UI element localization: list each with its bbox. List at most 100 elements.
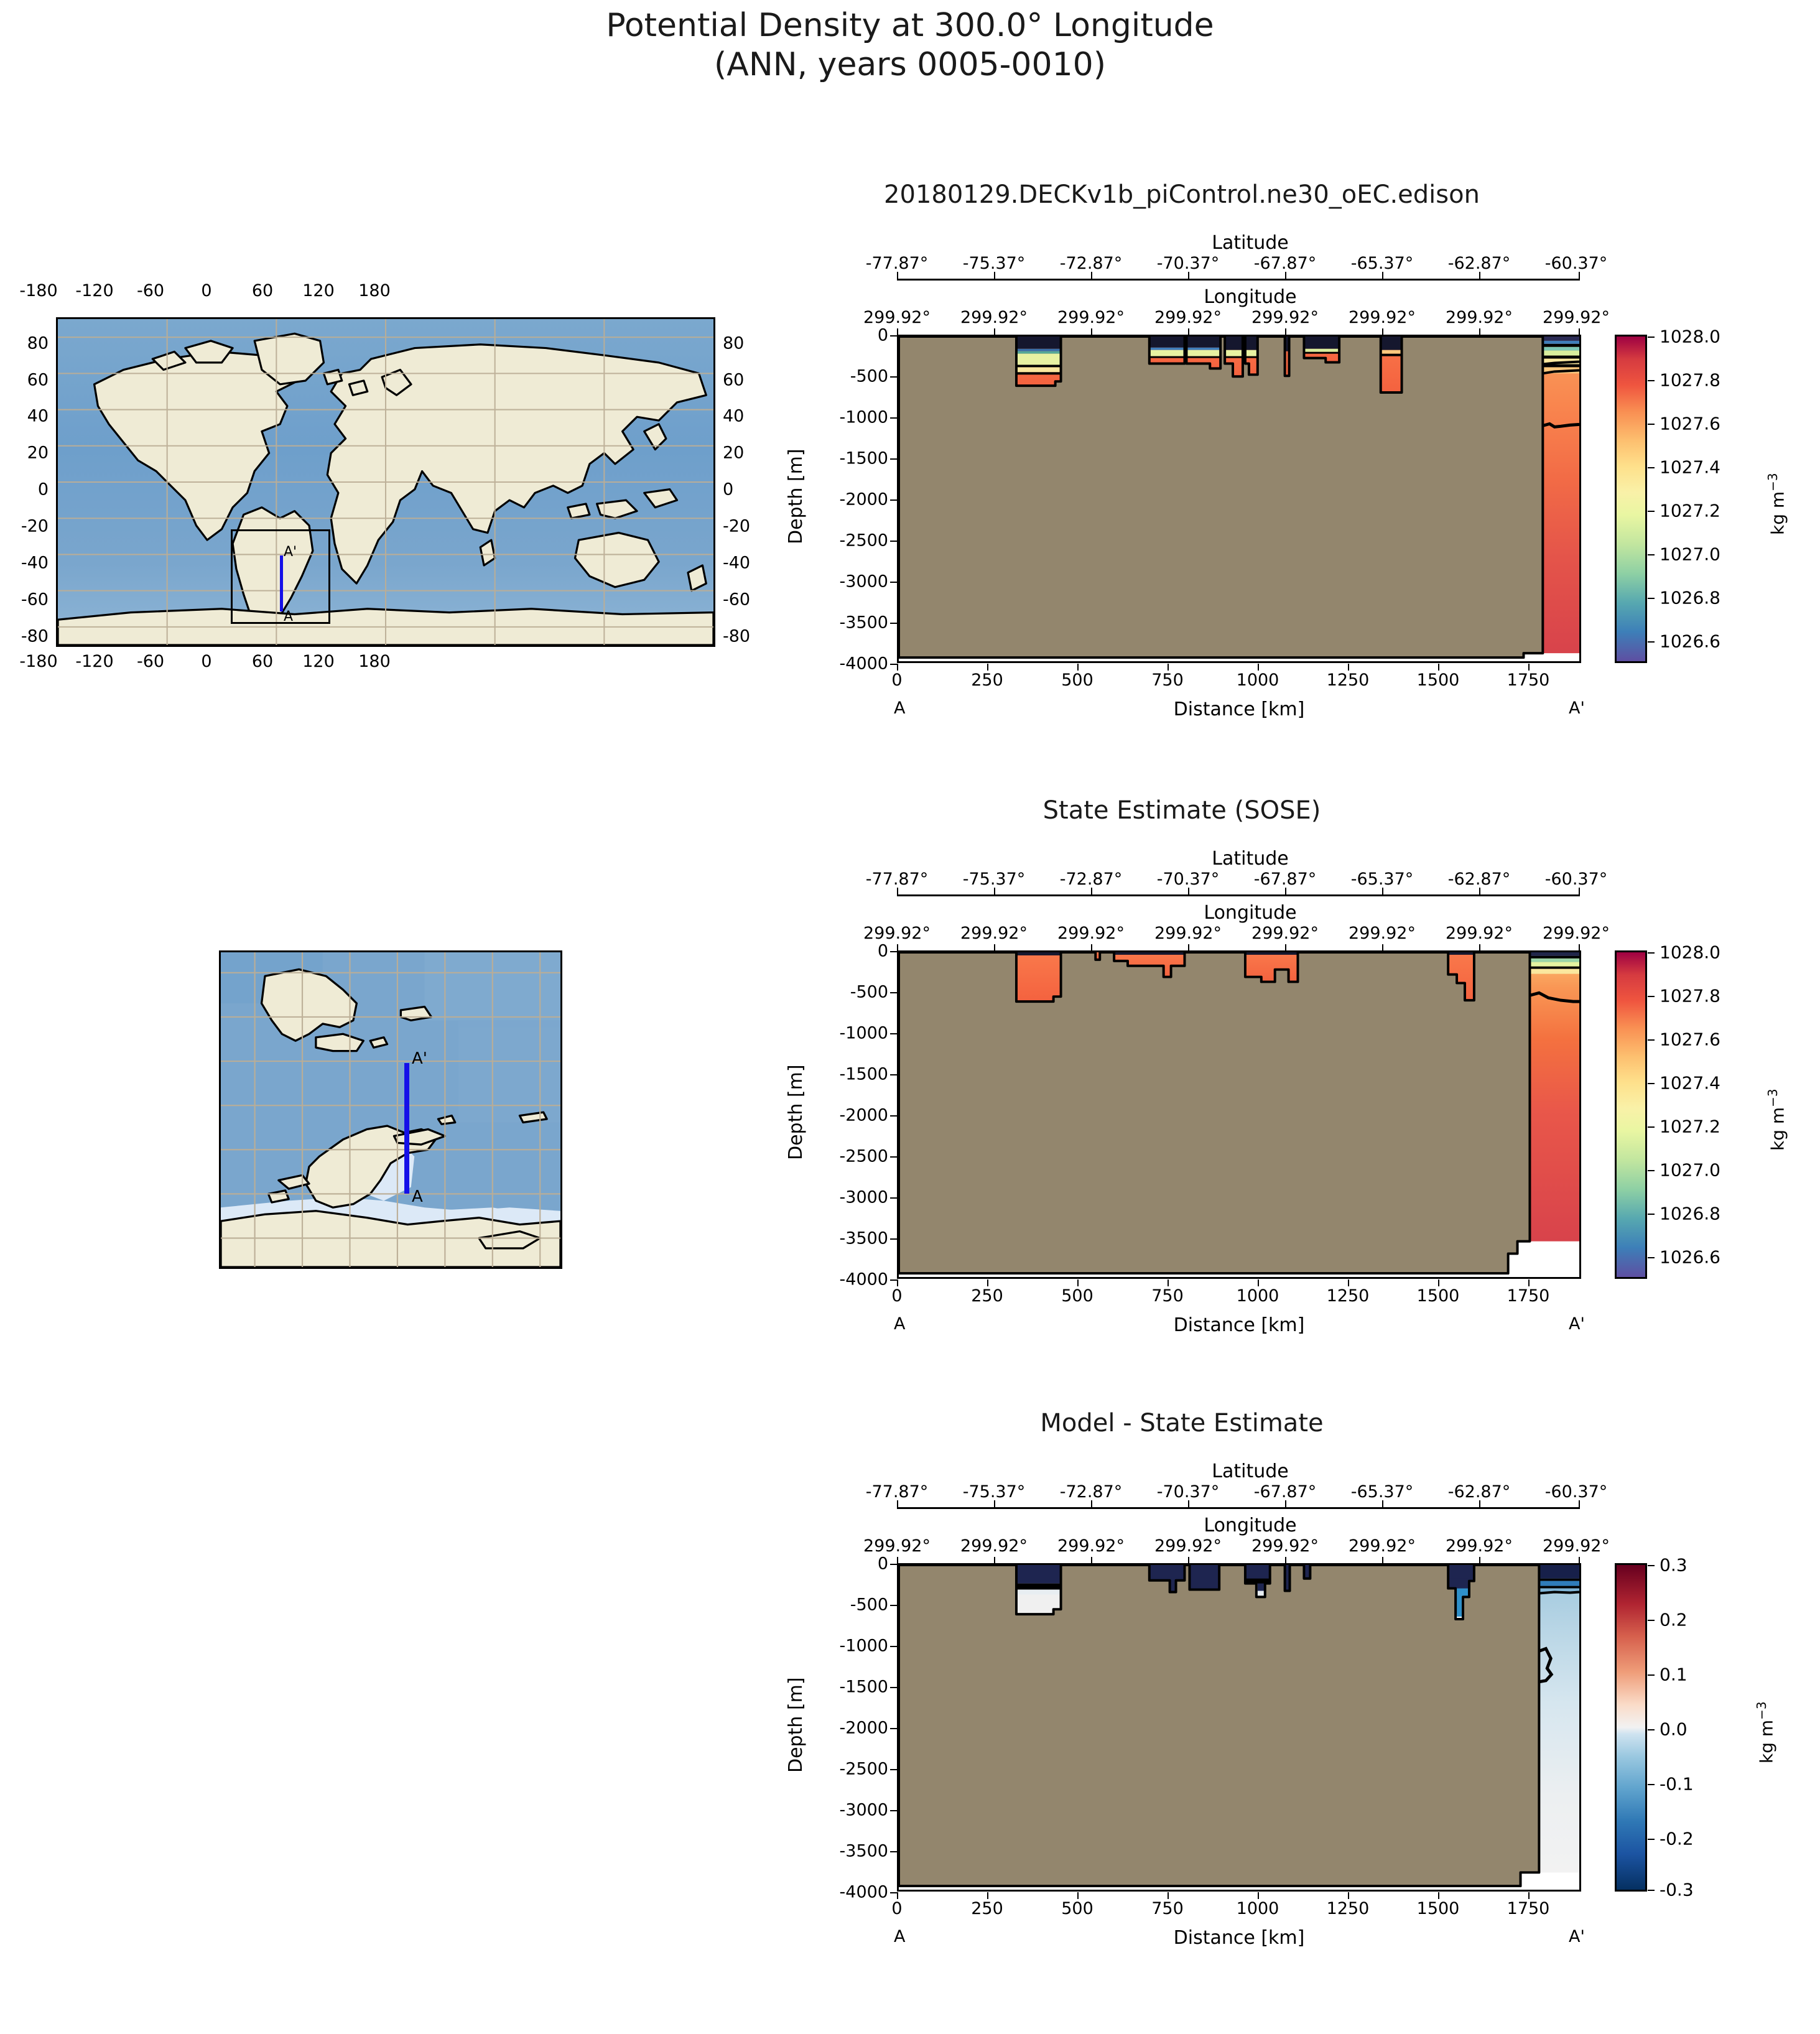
- ytick: -4000: [839, 1882, 888, 1902]
- xtick: 1250: [1326, 1286, 1370, 1306]
- latitude-ticks: -77.87° -75.37° -72.87° -70.37° -67.87° …: [809, 254, 1820, 275]
- lon-tick: 299.92°: [1349, 1536, 1416, 1556]
- ytick: -1500: [839, 1064, 888, 1084]
- lon-tick: 299.92°: [1543, 924, 1610, 943]
- cb-tick: 1027.2: [1660, 1116, 1720, 1137]
- lon-tick: 299.92°: [1349, 924, 1416, 943]
- diff-distance-ticks: 0 250 500 750 1000 1250 1500 1750: [809, 1899, 1820, 1920]
- lat-tick: -77.87°: [865, 1482, 929, 1502]
- panel-model-title: 20180129.DECKv1b_piControl.ne30_oEC.edis…: [884, 180, 1480, 209]
- difference-colorbar[interactable]: [1615, 1563, 1647, 1892]
- panel-model: 20180129.DECKv1b_piControl.ne30_oEC.edis…: [785, 180, 1820, 728]
- ytick: -1500: [839, 448, 888, 468]
- cb-tick: 1027.0: [1660, 1159, 1720, 1181]
- regional-map-svg: [221, 952, 560, 1267]
- regional-transect-start-label: A: [412, 1187, 423, 1206]
- sose-colorbar-unit: kg m−3: [1765, 1089, 1788, 1151]
- difference-bathymetry-mask: [899, 1565, 1541, 1888]
- model-bathymetry-mask: [899, 337, 1544, 659]
- panel-sose-title: State Estimate (SOSE): [1042, 796, 1321, 825]
- lat-tick: -62.87°: [1447, 1482, 1511, 1502]
- lat-tick: -62.87°: [1447, 870, 1511, 889]
- cb-tick: 1028.0: [1660, 942, 1720, 963]
- ytick: 20: [27, 443, 49, 463]
- model-section-plot[interactable]: [897, 335, 1581, 663]
- lon-tick: 299.92°: [863, 308, 931, 327]
- xtick: 750: [1151, 1899, 1184, 1918]
- cb-tick: 1027.8: [1660, 369, 1720, 391]
- xtick: 1500: [1416, 1286, 1460, 1306]
- lon-tick: 299.92°: [1057, 1536, 1125, 1556]
- xtick: 1000: [1236, 671, 1279, 690]
- ytick: -2000: [839, 490, 888, 509]
- ytick: 40: [27, 406, 49, 426]
- xtick: 0: [891, 671, 903, 690]
- model-section-svg: [899, 337, 1579, 661]
- ytick: 20: [723, 443, 745, 463]
- regional-map-canvas[interactable]: A' A: [219, 950, 562, 1269]
- lat-tick: -75.37°: [962, 1482, 1026, 1502]
- model-colorbar-unit: kg m−3: [1765, 473, 1788, 535]
- ytick: -2000: [839, 1105, 888, 1125]
- xtick: 0: [891, 1286, 903, 1306]
- cb-unit-exponent: −3: [1765, 473, 1780, 491]
- xtick: 750: [1151, 1286, 1184, 1306]
- ytick: 80: [723, 333, 745, 353]
- difference-section-plot[interactable]: [897, 1563, 1581, 1892]
- cb-tick: 1027.4: [1660, 457, 1720, 478]
- cb-tick: 1027.6: [1660, 1029, 1720, 1050]
- ytick: -1500: [839, 1677, 888, 1697]
- global-transect-end-label: A': [284, 544, 297, 560]
- xtick: -120: [75, 281, 114, 300]
- sose-distance-ticks: 0 250 500 750 1000 1250 1500 1750: [809, 1286, 1820, 1307]
- model-end-label: A': [1569, 699, 1585, 718]
- model-colorbar[interactable]: [1615, 335, 1647, 663]
- lat-tick: -67.87°: [1253, 1482, 1317, 1502]
- cb-tick: -0.3: [1660, 1879, 1694, 1900]
- lon-tick: 299.92°: [1251, 308, 1319, 327]
- lon-tick: 299.92°: [1446, 924, 1513, 943]
- diff-longitude-axis-label: Longitude: [1204, 1515, 1297, 1536]
- xtick: 250: [971, 671, 1003, 690]
- lat-tick: -62.87°: [1447, 254, 1511, 273]
- sose-colorbar[interactable]: [1615, 950, 1647, 1279]
- lon-tick: 299.92°: [1154, 308, 1222, 327]
- lat-tick: -67.87°: [1253, 870, 1317, 889]
- sose-section-plot[interactable]: [897, 950, 1581, 1279]
- diff-distance-axis-label: Distance [km]: [1173, 1927, 1305, 1949]
- cb-unit-text: kg m: [1767, 1107, 1788, 1151]
- global-map-svg: [58, 319, 713, 645]
- xtick: 1250: [1326, 1899, 1370, 1918]
- cb-tick: 0.2: [1660, 1609, 1688, 1630]
- lat-tick: -70.37°: [1156, 1482, 1220, 1502]
- lon-tick: 299.92°: [960, 924, 1028, 943]
- xtick: 250: [971, 1286, 1003, 1306]
- regional-transect-line: [404, 1063, 409, 1194]
- xtick: 180: [358, 652, 391, 671]
- diff-depth-axis-label: Depth [m]: [785, 1677, 807, 1773]
- cb-tick: 1026.8: [1660, 1203, 1720, 1224]
- global-map-canvas[interactable]: A' A: [56, 317, 715, 647]
- xtick: 120: [302, 652, 335, 671]
- xtick: 750: [1151, 671, 1184, 690]
- xtick: 1750: [1507, 1286, 1550, 1306]
- ytick: 60: [27, 370, 49, 390]
- lat-tick: -65.37°: [1350, 870, 1414, 889]
- cb-tick: 1026.6: [1660, 1247, 1720, 1268]
- panel-difference: Model - State Estimate Latitude -77.87° …: [785, 1409, 1820, 1956]
- lat-tick: -60.37°: [1544, 1482, 1608, 1502]
- ytick: 0: [877, 941, 888, 961]
- xtick: 60: [251, 652, 274, 671]
- lon-tick: 299.92°: [1251, 924, 1319, 943]
- regional-transect-end-label: A': [412, 1049, 427, 1068]
- model-depth-axis-label: Depth [m]: [785, 448, 807, 544]
- ytick: 40: [723, 406, 745, 426]
- ytick: -3500: [839, 1841, 888, 1861]
- ytick: 80: [27, 333, 49, 353]
- xtick: 500: [1061, 1286, 1093, 1306]
- diff-end-label: A': [1569, 1927, 1585, 1946]
- xtick: 250: [971, 1899, 1003, 1918]
- cb-tick: -0.2: [1660, 1828, 1694, 1849]
- figure-title-line-2: (ANN, years 0005-0010): [713, 46, 1107, 84]
- cb-tick: 1027.0: [1660, 544, 1720, 565]
